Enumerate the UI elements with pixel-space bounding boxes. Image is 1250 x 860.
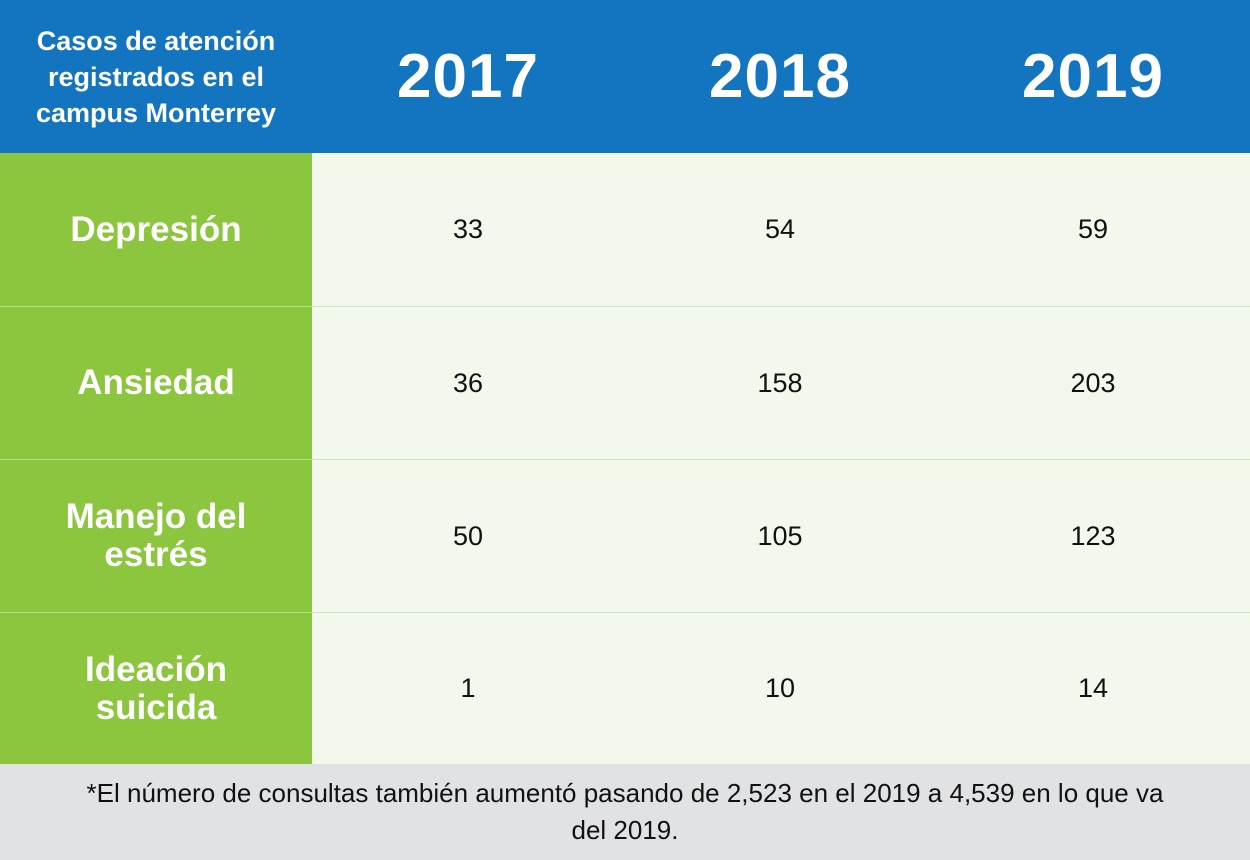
cell-estres-2019: 123 — [936, 459, 1250, 612]
cases-table: Casos de atención registrados en el camp… — [0, 0, 1250, 764]
column-label: 2018 — [709, 42, 851, 111]
cell-depresion-2017: 33 — [312, 153, 624, 306]
cell-ansiedad-2018: 158 — [624, 306, 936, 459]
column-header-2017: 2017 — [312, 0, 624, 153]
row-label-text: Ideación suicida — [85, 649, 227, 727]
cell-depresion-2018: 54 — [624, 153, 936, 306]
column-label: 2019 — [1022, 42, 1164, 111]
cell-ideacion-2018: 10 — [624, 612, 936, 764]
cell-ideacion-2019: 14 — [936, 612, 1250, 764]
row-label-depresion: Depresión — [0, 153, 312, 306]
row-label-text: Ansiedad — [77, 363, 235, 402]
column-header-2018: 2018 — [624, 0, 936, 153]
row-label-text: Manejo del estrés — [65, 497, 247, 574]
row-label-manejo-del-estres: Manejo del estrés — [0, 459, 312, 612]
row-label-ideacion-suicida: Ideación suicida — [0, 612, 312, 764]
column-header-2019: 2019 — [936, 0, 1250, 153]
cell-ansiedad-2019: 203 — [936, 306, 1250, 459]
cell-ideacion-2017: 1 — [312, 612, 624, 764]
cell-ansiedad-2017: 36 — [312, 306, 624, 459]
cell-estres-2018: 105 — [624, 459, 936, 612]
row-label-text: Depresión — [70, 209, 242, 249]
cell-depresion-2019: 59 — [936, 153, 1250, 306]
cell-estres-2017: 50 — [312, 459, 624, 612]
footnote-text: *El número de consultas también aumentó … — [86, 778, 1164, 845]
column-label: 2017 — [397, 42, 539, 111]
footnote-bar: *El número de consultas también aumentó … — [0, 764, 1250, 860]
corner-label: Casos de atención registrados en el camp… — [35, 25, 277, 128]
row-label-ansiedad: Ansiedad — [0, 306, 312, 459]
corner-header: Casos de atención registrados en el camp… — [0, 0, 312, 153]
